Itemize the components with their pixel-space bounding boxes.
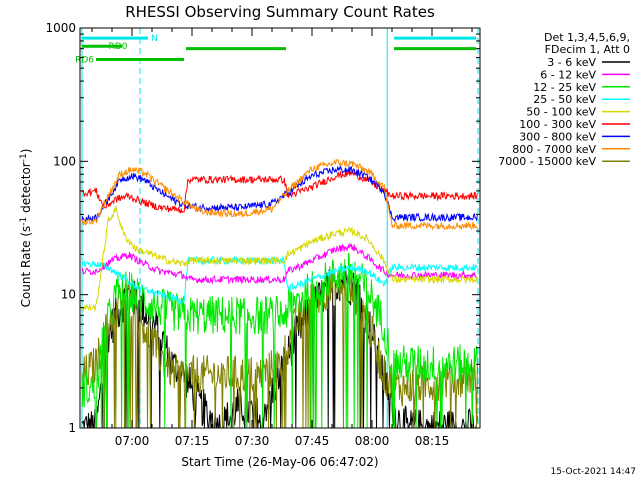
status-label-rd6: RD6 <box>75 56 94 66</box>
series-5 <box>81 170 478 214</box>
legend-label-4: 50 - 100 keV <box>526 106 596 119</box>
series-4 <box>81 205 478 313</box>
chart-title: RHESSI Observing Summary Count Rates <box>125 3 435 21</box>
y-axis: 1 10 100 1000 <box>45 21 480 435</box>
legend: Det 1,3,4,5,6,9, FDecim 1, Att 0 3 - 6 k… <box>498 31 630 168</box>
series-line-2 <box>81 252 478 428</box>
x-tick-label: 08:15 <box>415 434 450 448</box>
series-7 <box>81 158 478 231</box>
x-tick-label: 07:00 <box>115 434 150 448</box>
series-8 <box>81 268 478 428</box>
legend-label-2: 12 - 25 keV <box>533 81 596 94</box>
x-axis: 07:00 07:15 07:30 07:45 08:00 08:15 <box>91 28 473 448</box>
series-line-4 <box>81 205 478 313</box>
x-axis-label: Start Time (26-May-06 06:47:02) <box>181 455 378 469</box>
legend-label-0: 3 - 6 keV <box>547 56 596 69</box>
x-tick-label: 08:00 <box>355 434 390 448</box>
legend-label-1: 6 - 12 keV <box>540 68 596 81</box>
legend-label-7: 800 - 7000 keV <box>512 143 596 156</box>
legend-header-decimation: FDecim 1, Att 0 <box>545 43 630 56</box>
series-1 <box>81 242 478 285</box>
x-tick-label: 07:30 <box>235 434 270 448</box>
y-tick-label: 1000 <box>45 21 76 35</box>
y-tick-label: 100 <box>53 154 76 168</box>
plot-frame <box>79 27 481 429</box>
y-tick-label: 10 <box>61 288 76 302</box>
legend-label-3: 25 - 50 keV <box>533 93 596 106</box>
x-tick-label: 07:15 <box>175 434 210 448</box>
series-line-7 <box>81 158 478 231</box>
y-tick-label: 1 <box>68 421 76 435</box>
status-label-rd0: RD0 <box>109 42 128 52</box>
series-line-5 <box>81 170 478 214</box>
y-axis-label: Count Rate (s-1 detector-1) <box>19 149 33 308</box>
legend-label-8: 7000 - 15000 keV <box>498 155 596 168</box>
series-line-1 <box>81 242 478 285</box>
plot-area: RD0 RD6 N <box>75 28 479 428</box>
series-6 <box>81 164 478 223</box>
status-label-n: N <box>151 34 158 44</box>
series-line-6 <box>81 164 478 223</box>
generation-timestamp: 15-Oct-2021 14:47 <box>551 467 636 477</box>
legend-header-detectors: Det 1,3,4,5,6,9, <box>544 31 630 44</box>
x-tick-label: 07:45 <box>295 434 330 448</box>
legend-label-5: 100 - 300 keV <box>519 118 596 131</box>
series-2 <box>81 252 478 428</box>
legend-label-6: 300 - 800 keV <box>519 130 596 143</box>
series-line-8 <box>81 268 478 428</box>
